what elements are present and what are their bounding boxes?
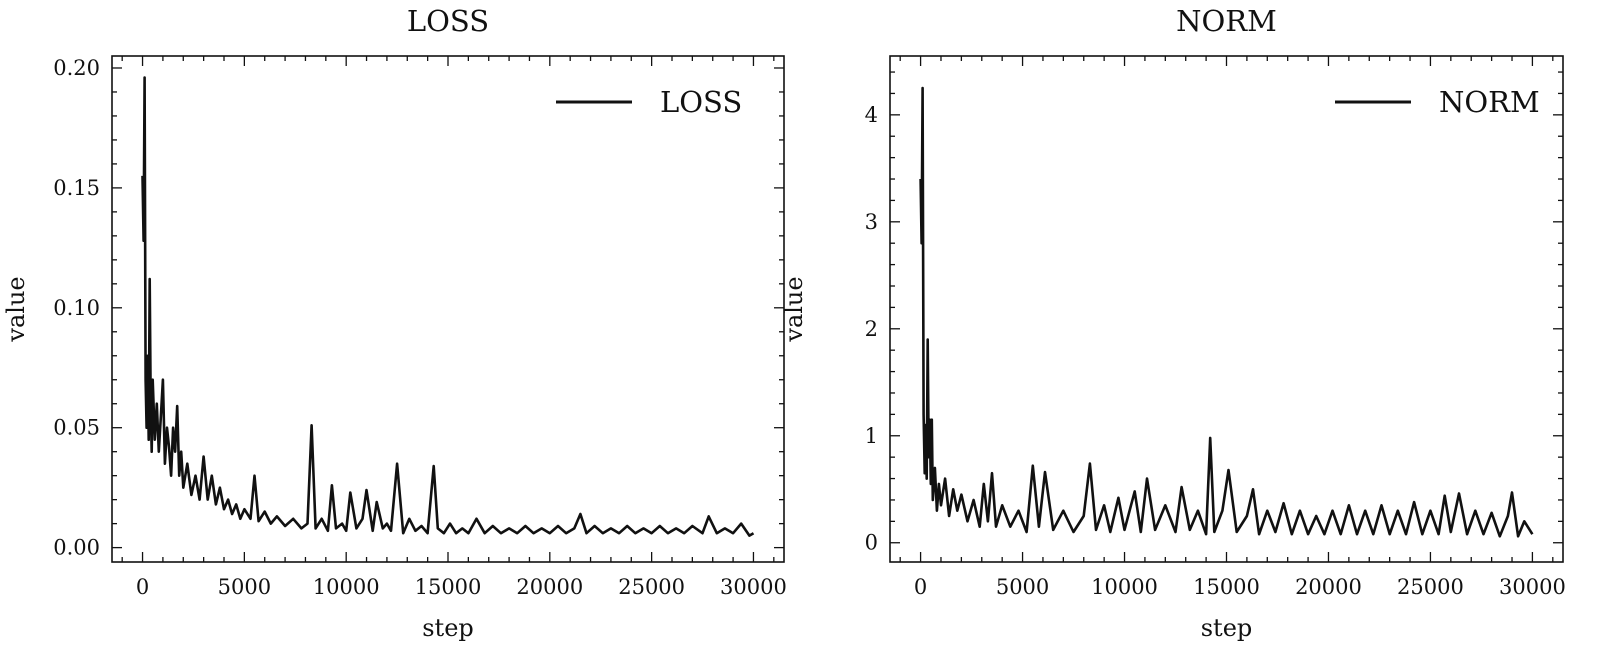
x-tick-label: 30000	[720, 575, 787, 599]
legend: LOSS	[556, 85, 742, 119]
y-tick-label: 0.15	[53, 176, 100, 200]
chart-panel-1: 0 5000 10000 15000 20000 25000 30000 0.00 0.05 0.…	[2, 4, 787, 642]
y-tick-label: 1	[865, 424, 878, 448]
y-tick-label: 0.10	[53, 296, 100, 320]
y-tick-label: 4	[865, 103, 878, 127]
legend-label: NORM	[1439, 85, 1540, 119]
x-tick-label: 25000	[618, 575, 685, 599]
y-tick-label: 0.05	[53, 416, 100, 440]
x-tick-label: 20000	[1295, 575, 1362, 599]
y-tick-label: 0.00	[53, 536, 100, 560]
legend-label: LOSS	[660, 85, 742, 119]
x-tick-label: 15000	[1193, 575, 1260, 599]
chart-title: LOSS	[407, 4, 489, 38]
x-tick-label: 10000	[313, 575, 380, 599]
series-line-norm	[919, 86, 1534, 538]
x-tick-label: 20000	[516, 575, 583, 599]
y-tick-label: 2	[865, 317, 878, 341]
chart-panel-2: 0 5000 10000 15000 20000 25000 30000 0 1 2 3 4 NORM s…	[780, 4, 1566, 642]
x-tick-label: 30000	[1499, 575, 1566, 599]
y-tick-label: 0.20	[53, 56, 100, 80]
series-line-loss	[141, 76, 755, 537]
x-tick-label: 25000	[1397, 575, 1464, 599]
x-axis-label: step	[422, 614, 474, 642]
x-tick-label: 10000	[1091, 575, 1158, 599]
x-tick-label: 0	[914, 575, 927, 599]
y-tick-label: 3	[865, 210, 878, 234]
x-tick-label: 5000	[996, 575, 1049, 599]
x-tick-label: 15000	[415, 575, 482, 599]
y-axis-label: value	[2, 276, 30, 342]
x-axis-label: step	[1201, 614, 1253, 642]
legend: NORM	[1335, 85, 1540, 119]
chart-title: NORM	[1176, 4, 1277, 38]
y-axis-label: value	[780, 276, 808, 342]
x-tick-label: 5000	[218, 575, 271, 599]
y-tick-label: 0	[865, 531, 878, 555]
x-tick-label: 0	[136, 575, 149, 599]
